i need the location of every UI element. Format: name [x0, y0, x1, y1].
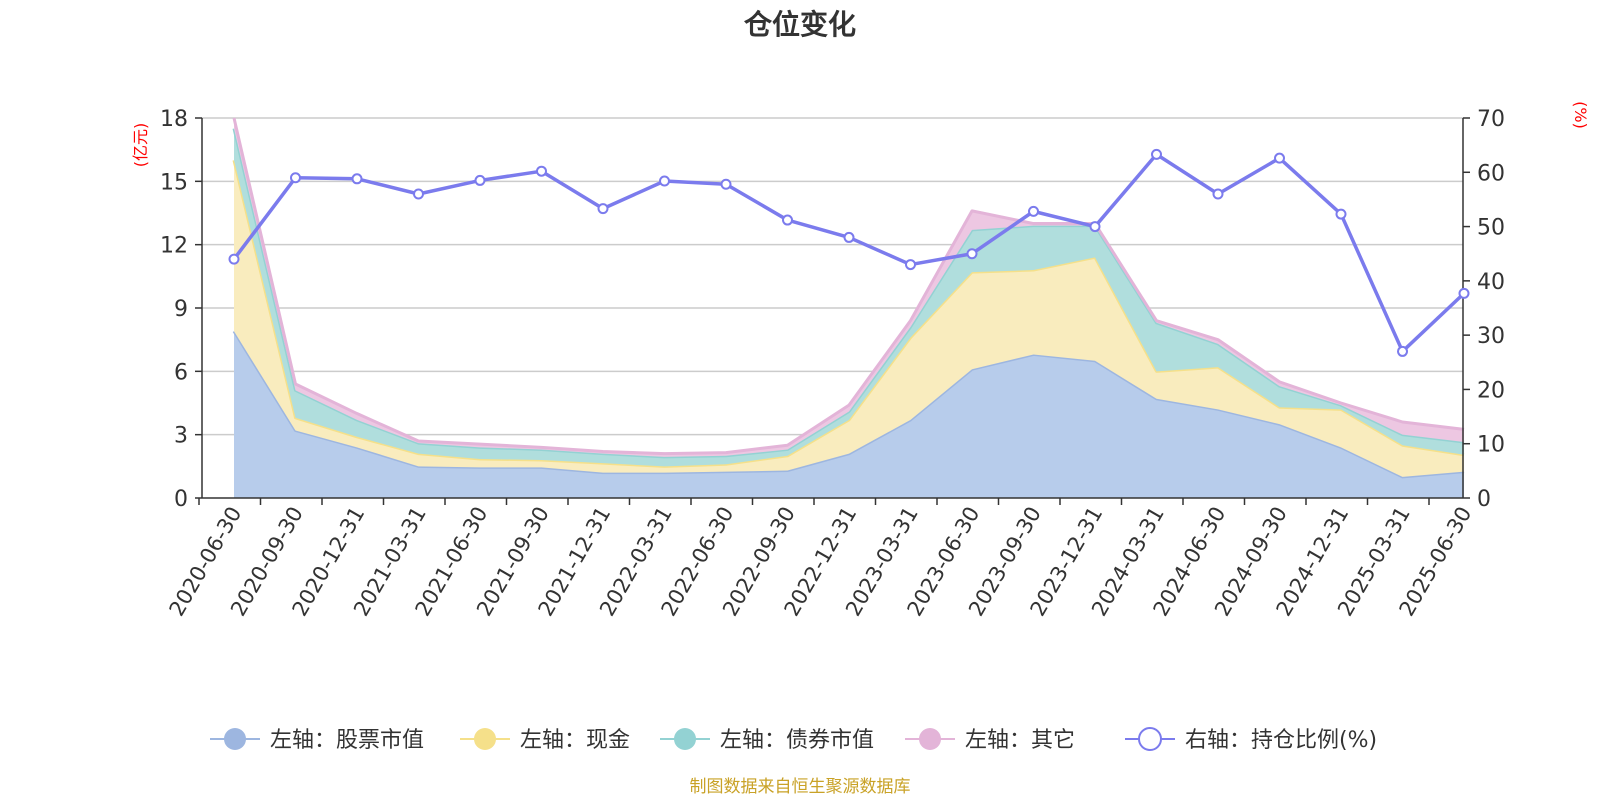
ratio-point: [1274, 152, 1285, 164]
area-左轴：股票市值: [234, 331, 1464, 498]
ratio-point: [1212, 188, 1224, 200]
right-tick-label: 10: [1477, 433, 1505, 458]
left-tick-label: 6: [174, 360, 188, 385]
ratio-point: [351, 173, 363, 185]
ratio-point: [1151, 148, 1162, 160]
left-axis-unit: (亿元): [131, 123, 150, 168]
right-tick-label: 30: [1477, 324, 1505, 349]
legend-marker: [474, 728, 496, 750]
left-tick-label: 9: [174, 297, 188, 322]
ratio-point: [905, 259, 916, 271]
legend-item: 左轴：现金: [460, 728, 630, 753]
legend-label: 左轴：股票市值: [270, 728, 424, 753]
stacked-areas: [232, 117, 1465, 498]
right-tick-label: 70: [1477, 107, 1505, 132]
ratio-point: [843, 231, 855, 243]
ratio-point: [474, 174, 486, 186]
legend-item: 左轴：股票市值: [210, 728, 424, 753]
legend-item: 左轴：债券市值: [660, 728, 874, 753]
left-tick-label: 0: [174, 487, 188, 512]
right-tick-label: 60: [1477, 161, 1505, 186]
chart-title: 仓位变化: [744, 8, 856, 41]
ratio-point: [1458, 287, 1470, 299]
right-tick-label: 20: [1477, 378, 1505, 403]
left-tick-label: 15: [160, 170, 188, 195]
ratio-point: [1089, 221, 1101, 233]
ratio-point: [290, 172, 301, 184]
data-source-note: 制图数据来自恒生聚源数据库: [690, 777, 911, 797]
ratio-point: [228, 253, 240, 265]
legend-marker: [1138, 727, 1162, 751]
right-tick-label: 0: [1477, 487, 1491, 512]
ratio-point: [413, 188, 424, 200]
legend-marker: [919, 728, 941, 750]
ratio-point: [720, 178, 732, 190]
legend-item: 右轴：持仓比例(%): [1125, 727, 1377, 753]
legend-label: 右轴：持仓比例(%): [1185, 728, 1377, 753]
ratio-point: [536, 165, 547, 177]
right-tick-label: 50: [1477, 216, 1505, 241]
ratio-point: [782, 214, 793, 226]
left-tick-label: 12: [160, 234, 188, 259]
right-axis-unit: (%): [1571, 101, 1590, 129]
legend-marker: [224, 728, 246, 750]
legend: 左轴：股票市值 左轴：现金 左轴：债券市值 左轴：其它 右轴：持仓比例(%): [210, 727, 1377, 753]
legend-label: 左轴：现金: [520, 728, 630, 753]
area-左轴：现金: [234, 160, 1464, 477]
holding-ratio-line: [228, 148, 1470, 357]
legend-item: 左轴：其它: [905, 728, 1075, 753]
left-tick-label: 3: [174, 424, 188, 449]
legend-marker: [674, 728, 696, 750]
ratio-point: [1028, 205, 1039, 217]
left-tick-label: 18: [160, 107, 188, 132]
ratio-point: [1397, 345, 1408, 357]
axes: 03691215180102030405060702020-06-302020-…: [160, 107, 1505, 620]
ratio-point: [966, 248, 978, 260]
ratio-point: [1335, 208, 1347, 220]
ratio-point: [659, 175, 670, 187]
right-tick-label: 40: [1477, 270, 1505, 295]
area-edge-左轴：其它: [232, 117, 1465, 456]
legend-label: 左轴：其它: [965, 728, 1075, 753]
ratio-line-path: [232, 152, 1466, 354]
legend-label: 左轴：债券市值: [720, 728, 874, 753]
ratio-point: [597, 203, 609, 215]
area-左轴：债券市值: [234, 128, 1464, 467]
